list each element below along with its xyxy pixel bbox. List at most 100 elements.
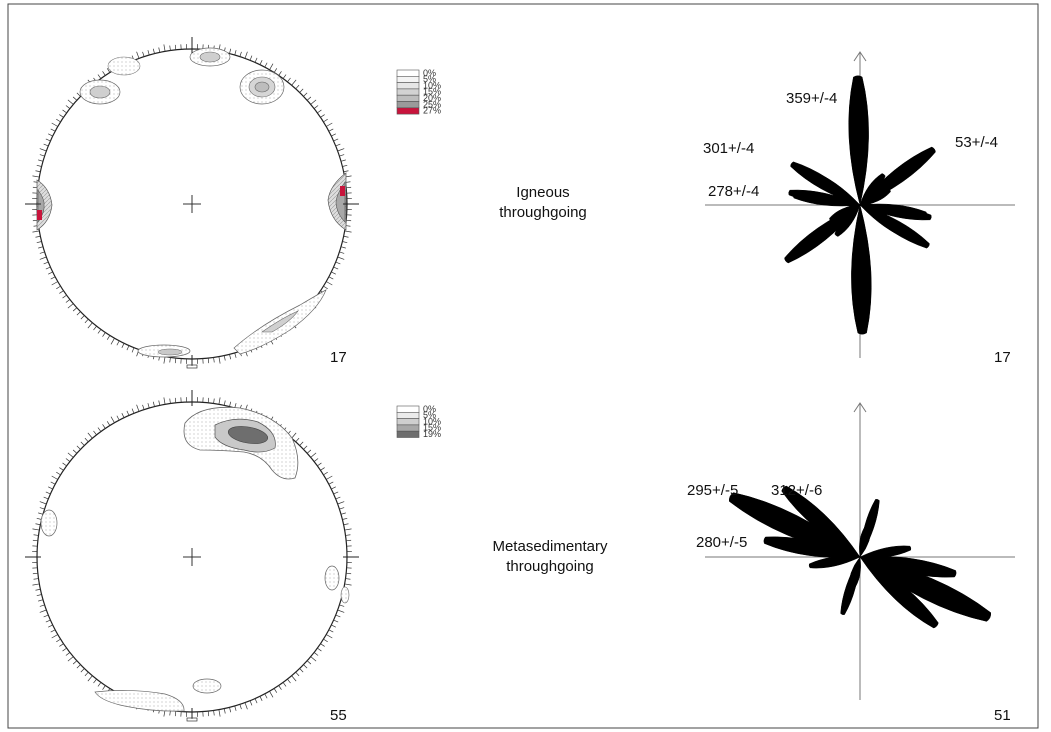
stereonet-igneous-tick bbox=[234, 50, 237, 56]
stereonet-metasedimentary-tick bbox=[163, 397, 166, 405]
stereonet-igneous-tick bbox=[38, 159, 44, 162]
stereonet-metasedimentary-tick bbox=[80, 441, 85, 446]
stereonet-igneous-tick bbox=[335, 143, 341, 147]
rose-igneous-count: 17 bbox=[994, 349, 1011, 366]
stereonet-igneous-tick bbox=[259, 60, 263, 65]
stereonet-igneous-tick bbox=[239, 51, 242, 57]
rose-metasedimentary-petal bbox=[808, 556, 861, 569]
stereonet-metasedimentary-tick bbox=[269, 691, 274, 698]
stereonet-metasedimentary-tick bbox=[345, 534, 351, 536]
stereonet-igneous-tick bbox=[97, 329, 102, 334]
stereonet-metasedimentary-tick bbox=[59, 643, 64, 647]
rose-metasedimentary-petal-label: 280+/-5 bbox=[696, 534, 747, 551]
stereonet-metasedimentary-tick bbox=[317, 647, 322, 652]
stereonet-igneous-tick bbox=[295, 84, 300, 90]
stereonet-metasedimentary-tick bbox=[80, 668, 85, 673]
stereonet-metasedimentary-tick bbox=[76, 664, 81, 669]
stereonet-igneous-tick bbox=[110, 338, 115, 345]
legend-igneous-swatch bbox=[396, 88, 420, 96]
stereonet-igneous-tick bbox=[39, 256, 47, 260]
stereonet-igneous-tick bbox=[169, 45, 171, 51]
stereonet-metasedimentary-tick bbox=[299, 441, 304, 446]
stereonet-metasedimentary-tick bbox=[213, 710, 215, 716]
stereonet-igneous-tick bbox=[136, 51, 140, 59]
stereonet-igneous-tick bbox=[45, 138, 51, 142]
stereonet-metasedimentary-tick bbox=[102, 424, 106, 429]
stereonet-igneous bbox=[25, 37, 359, 369]
rose-diagram-igneous: 359+/-4 301+/-4 278+/-4 53+/-4 bbox=[703, 51, 1015, 358]
stereonet-metasedimentary-tick bbox=[303, 445, 308, 450]
stereonet-igneous-tick bbox=[72, 307, 78, 312]
stereonet-igneous-tick bbox=[65, 105, 71, 109]
rose-igneous-petal bbox=[829, 204, 861, 223]
stereonet-metasedimentary-tick bbox=[32, 572, 38, 575]
legend-metasedimentary-entry: 15% bbox=[423, 423, 441, 433]
stereonet-metasedimentary-tick bbox=[147, 403, 150, 409]
legend-metasedimentary-swatch bbox=[396, 424, 420, 432]
stereonet-metasedimentary-tick bbox=[32, 528, 40, 531]
stereonet-metasedimentary-tick bbox=[97, 427, 102, 432]
legend-metasedimentary-swatch bbox=[396, 405, 420, 413]
stereonet-metasedimentary-tick bbox=[254, 698, 258, 704]
stereonet-metasedimentary-tick bbox=[65, 458, 71, 462]
stereonet-metasedimentary-tick bbox=[33, 534, 39, 536]
stereonet-igneous-tick bbox=[39, 251, 45, 254]
stereonet-metasedimentary-tick bbox=[310, 452, 317, 458]
stereonet-metasedimentary-tick bbox=[51, 475, 58, 480]
stereonet-igneous-tick bbox=[59, 290, 64, 294]
stereonet-metasedimentary-tick bbox=[84, 671, 89, 677]
rose-igneous-petal-label: 278+/-4 bbox=[708, 183, 759, 200]
stereonet-igneous-count: 17 bbox=[330, 349, 347, 366]
stereonet-igneous-tick bbox=[56, 285, 61, 290]
stereonet-igneous-tick bbox=[313, 105, 319, 109]
rose-metasedimentary-petal-label: 295+/-5 bbox=[687, 482, 738, 499]
stereonet-igneous-tick bbox=[38, 246, 44, 249]
stereonet-igneous-tick bbox=[346, 186, 352, 189]
stereonet-metasedimentary-tick bbox=[32, 583, 40, 586]
rose-metasedimentary-count: 51 bbox=[994, 707, 1011, 724]
stereonet-metasedimentary-tick bbox=[35, 588, 41, 591]
stereonet-metasedimentary-tick bbox=[174, 711, 177, 717]
stereonet-igneous-tick bbox=[337, 256, 345, 260]
stereonet-igneous-tick bbox=[131, 347, 135, 353]
stereonet-metasedimentary-tick bbox=[326, 634, 333, 639]
stereonet-metasedimentary-tick bbox=[59, 467, 64, 471]
panel-label-metasedimentary-line1: Metasedimentary bbox=[492, 538, 608, 555]
rose-metasedimentary-petal-label: 312+/-6 bbox=[771, 482, 822, 499]
stereonet-metasedimentary-tick bbox=[344, 583, 352, 586]
stereonet-metasedimentary-tick bbox=[333, 619, 339, 623]
stereonet-igneous-tick bbox=[310, 99, 317, 105]
rose-igneous-petal bbox=[848, 75, 869, 206]
stereonet-metasedimentary-tick bbox=[93, 430, 97, 436]
stereonet-igneous-tick bbox=[213, 357, 215, 363]
stereonet-igneous-tick bbox=[163, 44, 166, 52]
rose-igneous-petal bbox=[859, 204, 888, 217]
stereonet-igneous-tick bbox=[93, 325, 97, 331]
stereonet-metasedimentary-tick bbox=[87, 432, 93, 439]
stereonet-metasedimentary-tick bbox=[282, 682, 287, 687]
stereonet-metasedimentary-tick bbox=[323, 471, 328, 476]
stereonet-metasedimentary-tick bbox=[291, 432, 297, 439]
stereonet-metasedimentary-tick bbox=[331, 486, 336, 490]
stereonet-metasedimentary-tick bbox=[317, 462, 322, 467]
stereonet-metasedimentary-tick bbox=[229, 401, 232, 407]
stereonet-igneous-tick bbox=[106, 68, 111, 73]
stereonet-metasedimentary-tick bbox=[169, 398, 171, 404]
stereonet-igneous-tick bbox=[102, 332, 106, 337]
stereonet-metasedimentary-tick bbox=[32, 539, 38, 542]
stereonet-metasedimentary-tick bbox=[48, 624, 53, 628]
rose-igneous-petal bbox=[832, 193, 861, 206]
stereonet-igneous-tick bbox=[218, 356, 221, 364]
stereonet-metasedimentary-tick bbox=[337, 609, 345, 613]
stereonet-metasedimentary-south-box bbox=[186, 717, 198, 722]
stereonet-igneous-tick bbox=[142, 51, 145, 57]
legend-metasedimentary-entry: 19% bbox=[423, 429, 441, 439]
stereonet-metasedimentary-tick bbox=[218, 397, 221, 405]
legend-metasedimentary-entry: 5% bbox=[423, 410, 436, 420]
stereonet-metasedimentary-tick bbox=[76, 445, 81, 450]
stereonet-igneous-tick bbox=[320, 114, 325, 118]
legend-igneous-swatch bbox=[396, 69, 420, 77]
stereonet-igneous-tick bbox=[269, 63, 274, 70]
stereonet-metasedimentary-tick bbox=[48, 486, 53, 490]
stereonet-metasedimentary-tick bbox=[45, 619, 51, 623]
